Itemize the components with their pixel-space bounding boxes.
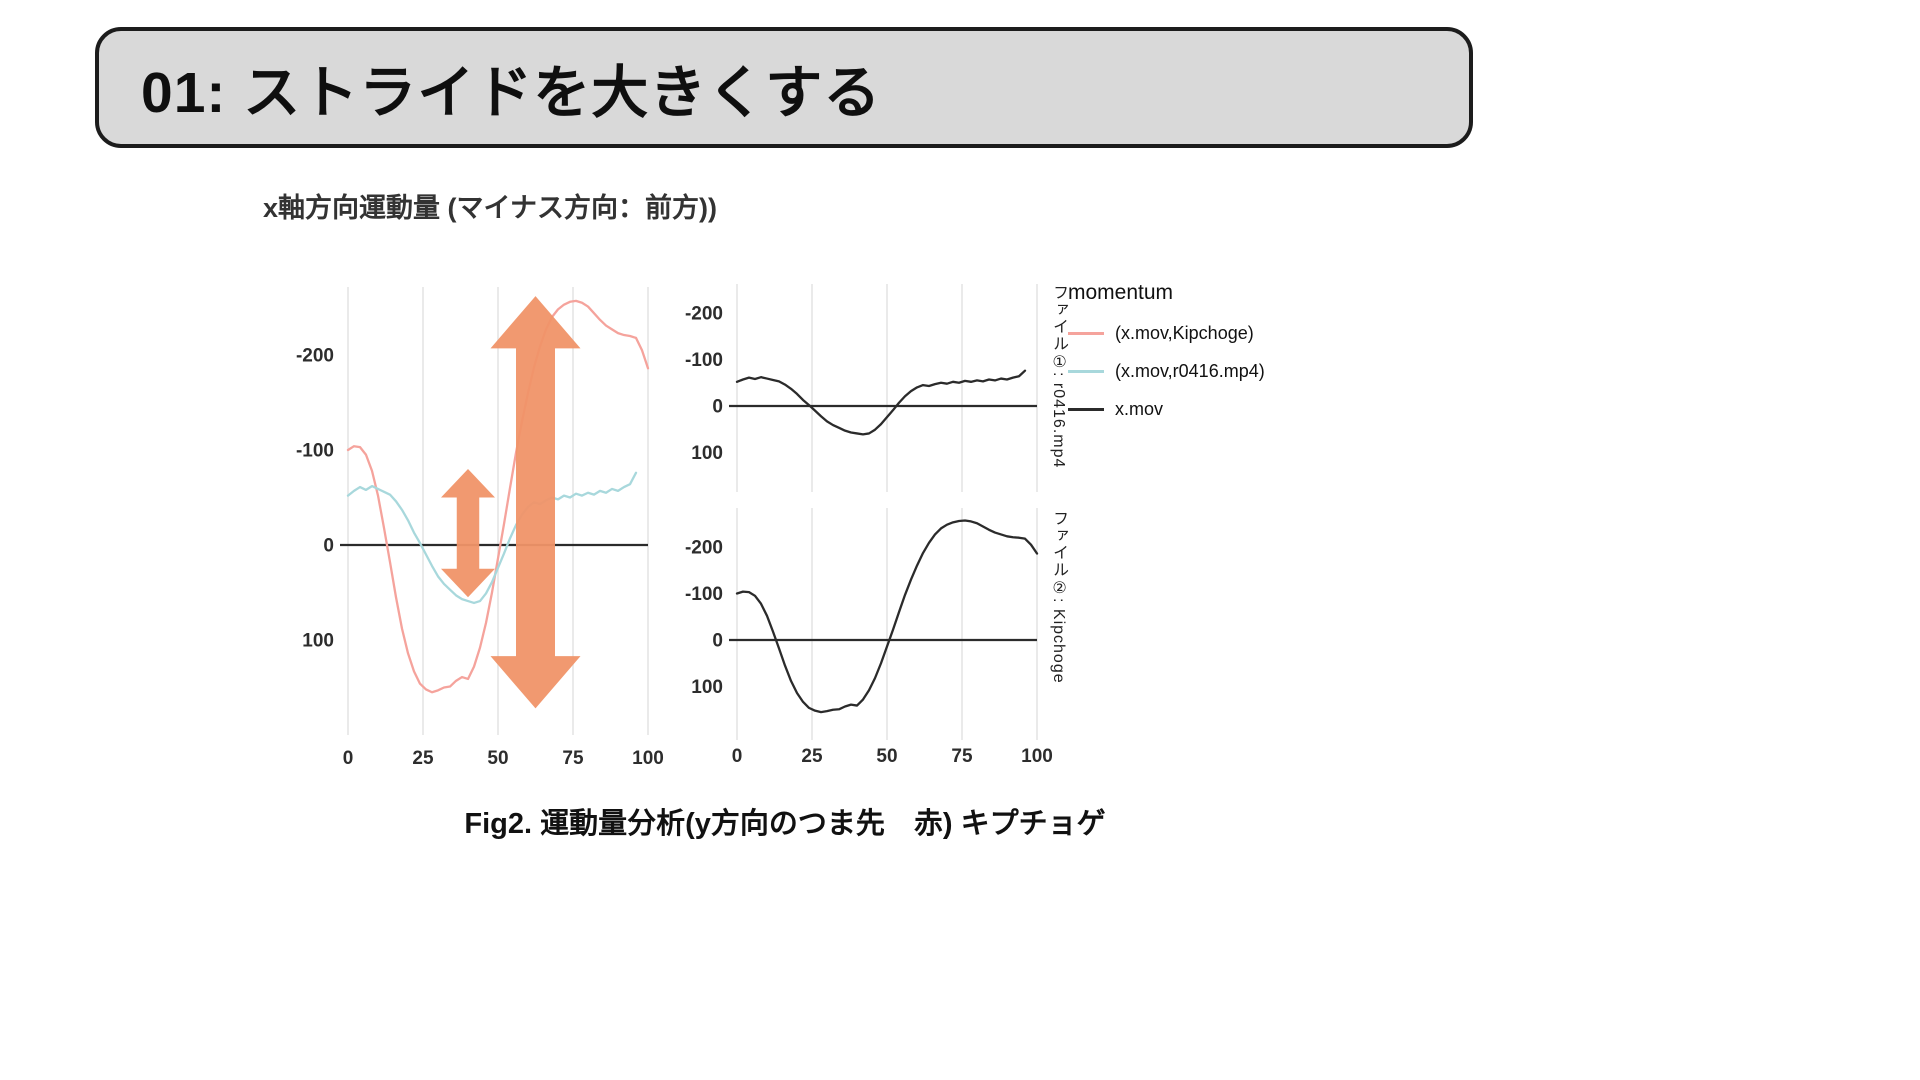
double-arrow-annotation bbox=[441, 469, 495, 598]
legend-swatch-r0416 bbox=[1068, 369, 1104, 373]
combined-chart: -200 -100 0 100 0 25 50 75 100 bbox=[296, 287, 664, 769]
y-tick-label: -200 bbox=[685, 538, 723, 559]
legend-label-kipchoge: (x.mov,Kipchoge) bbox=[1115, 322, 1254, 343]
chart-title: x軸方向運動量 (マイナス方向：前方)) bbox=[263, 193, 717, 223]
y-tick-label: 100 bbox=[691, 443, 723, 464]
x-tick-label: 100 bbox=[1021, 746, 1053, 767]
legend-swatch-kipchoge bbox=[1068, 331, 1104, 335]
panel-label-file1: ファイル①: r0416.mp4 bbox=[1050, 284, 1067, 469]
series-line bbox=[735, 519, 1039, 714]
legend-entry-xmov: x.mov bbox=[1068, 390, 1338, 428]
double-arrow-annotation bbox=[490, 296, 581, 709]
y-tick-label: -100 bbox=[685, 350, 723, 371]
series-line bbox=[346, 299, 650, 694]
x-tick-label: 75 bbox=[951, 746, 973, 767]
title-box: 01: ストライドを大きくする bbox=[95, 27, 1473, 148]
legend: momentum (x.mov,Kipchoge) (x.mov,r0416.m… bbox=[1068, 281, 1338, 428]
y-tick-label: -200 bbox=[685, 304, 723, 325]
y-tick-label: -100 bbox=[685, 584, 723, 605]
file1-chart: -200 -100 0 100 bbox=[685, 284, 1038, 492]
series-line bbox=[346, 471, 638, 605]
y-tick-label: 100 bbox=[302, 631, 334, 652]
y-tick-label: -200 bbox=[296, 346, 334, 367]
x-tick-label: 75 bbox=[562, 748, 584, 769]
y-tick-label: 0 bbox=[712, 397, 723, 418]
x-tick-label: 25 bbox=[801, 746, 823, 767]
legend-swatch-xmov bbox=[1068, 407, 1104, 411]
legend-label-r0416: (x.mov,r0416.mp4) bbox=[1115, 360, 1265, 381]
legend-entry-kipchoge: (x.mov,Kipchoge) bbox=[1068, 314, 1338, 352]
x-tick-label: 50 bbox=[876, 746, 897, 767]
x-tick-label: 0 bbox=[732, 746, 743, 767]
file2-chart: -200 -100 0 100 0 25 50 75 100 bbox=[685, 508, 1053, 767]
x-tick-label: 0 bbox=[343, 748, 354, 769]
chart-panel-combined: -200 -100 0 100 0 25 50 75 100 bbox=[278, 272, 678, 782]
panel-label-file2: ファイル②: Kipchoge bbox=[1050, 510, 1067, 684]
chart-panel-file2: -200 -100 0 100 0 25 50 75 100 bbox=[678, 500, 1053, 780]
y-tick-label: 0 bbox=[712, 631, 723, 652]
legend-title: momentum bbox=[1068, 281, 1174, 304]
series-line bbox=[735, 369, 1027, 436]
y-tick-label: 100 bbox=[691, 677, 723, 698]
x-tick-label: 100 bbox=[632, 748, 664, 769]
figure-caption: Fig2. 運動量分析(y方向のつま先 赤) キプチョゲ bbox=[464, 808, 1106, 840]
slide-title: 01: ストライドを大きくする bbox=[141, 60, 882, 125]
legend-entry-r0416: (x.mov,r0416.mp4) bbox=[1068, 352, 1338, 390]
y-tick-label: -100 bbox=[296, 441, 334, 462]
y-tick-label: 0 bbox=[323, 536, 334, 557]
chart-panel-file1: -200 -100 0 100 bbox=[678, 272, 1053, 497]
x-tick-label: 50 bbox=[487, 748, 508, 769]
x-tick-label: 25 bbox=[412, 748, 434, 769]
legend-label-xmov: x.mov bbox=[1115, 398, 1164, 419]
